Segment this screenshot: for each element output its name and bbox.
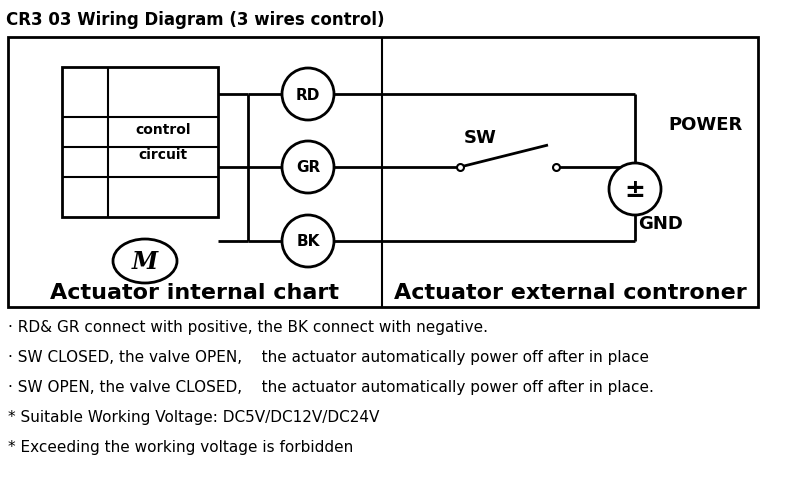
Text: · SW CLOSED, the valve OPEN,    the actuator automatically power off after in pl: · SW CLOSED, the valve OPEN, the actuato… <box>8 349 649 364</box>
Text: ±: ± <box>625 178 646 202</box>
Text: Actuator external controner: Actuator external controner <box>394 283 746 303</box>
Circle shape <box>609 163 661 216</box>
Text: control: control <box>135 123 190 137</box>
Text: · RD& GR connect with positive, the BK connect with negative.: · RD& GR connect with positive, the BK c… <box>8 319 488 334</box>
Circle shape <box>282 142 334 194</box>
Text: · SW OPEN, the valve CLOSED,    the actuator automatically power off after in pl: · SW OPEN, the valve CLOSED, the actuato… <box>8 379 654 394</box>
Circle shape <box>282 69 334 121</box>
Text: * Suitable Working Voltage: DC5V/DC12V/DC24V: * Suitable Working Voltage: DC5V/DC12V/D… <box>8 409 379 424</box>
Text: GND: GND <box>638 215 683 232</box>
Text: BK: BK <box>296 234 320 249</box>
Text: circuit: circuit <box>138 148 187 162</box>
Text: RD: RD <box>296 87 320 102</box>
Bar <box>8 38 758 307</box>
Text: Actuator internal chart: Actuator internal chart <box>50 283 339 303</box>
Text: * Exceeding the working voltage is forbidden: * Exceeding the working voltage is forbi… <box>8 439 354 454</box>
Text: GR: GR <box>296 160 320 175</box>
Ellipse shape <box>113 240 177 284</box>
Circle shape <box>282 216 334 267</box>
Text: M: M <box>132 249 158 273</box>
Text: POWER: POWER <box>668 116 742 134</box>
Text: CR3 03 Wiring Diagram (3 wires control): CR3 03 Wiring Diagram (3 wires control) <box>6 11 385 29</box>
Text: SW: SW <box>463 129 497 147</box>
Bar <box>62 68 218 218</box>
